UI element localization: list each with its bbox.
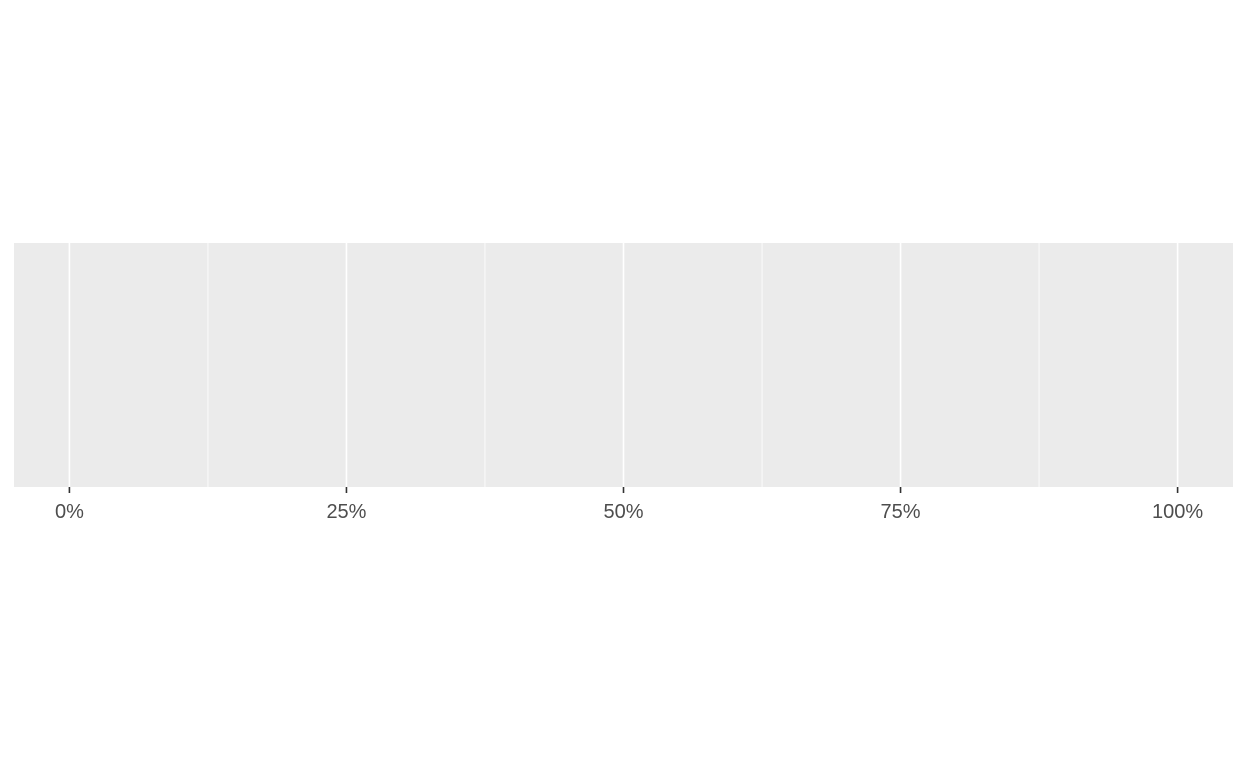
x-tick-label: 100% — [1152, 501, 1203, 523]
x-axis-ticks — [68, 487, 1179, 493]
minor-gridlines — [207, 243, 1040, 487]
x-tick-label: 0% — [55, 501, 84, 523]
x-tick-label: 50% — [603, 501, 643, 523]
x-tick-label: 75% — [881, 501, 921, 523]
x-tick-label: 25% — [326, 501, 366, 523]
major-gridlines — [68, 243, 1179, 487]
x-axis-tick-labels: 0% 25% 50% 75% 100% — [55, 501, 1203, 523]
